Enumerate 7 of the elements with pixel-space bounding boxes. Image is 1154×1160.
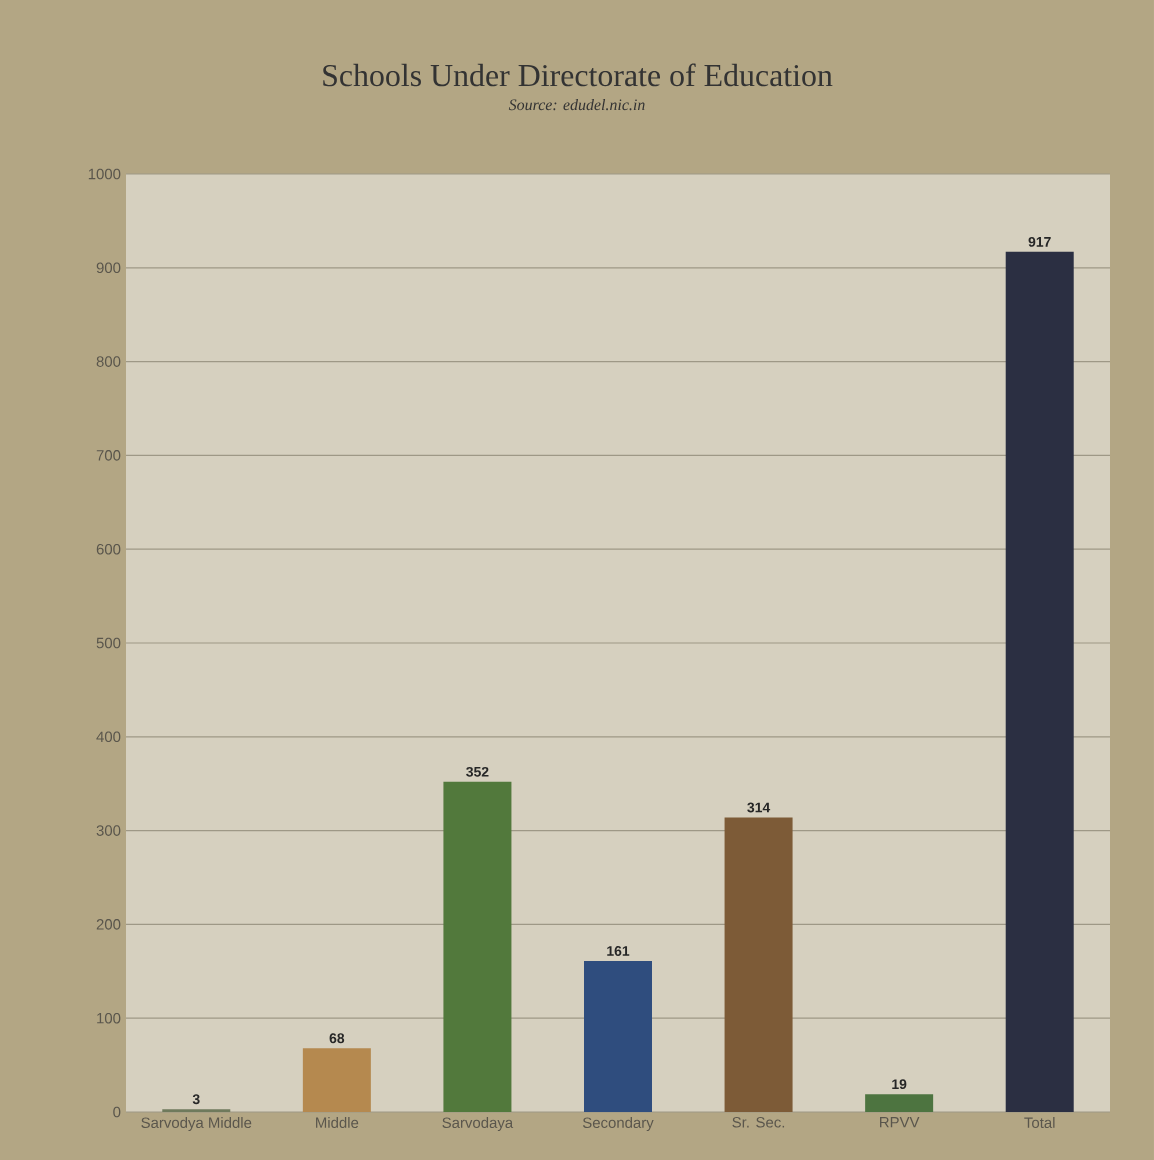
bar [443,781,512,1112]
bar [584,960,652,1112]
bar [724,817,793,1112]
chart-title: Schools Under Directorate of Education [323,63,833,87]
bar [1005,251,1074,1112]
bar [865,1094,934,1112]
bar [302,1048,371,1112]
